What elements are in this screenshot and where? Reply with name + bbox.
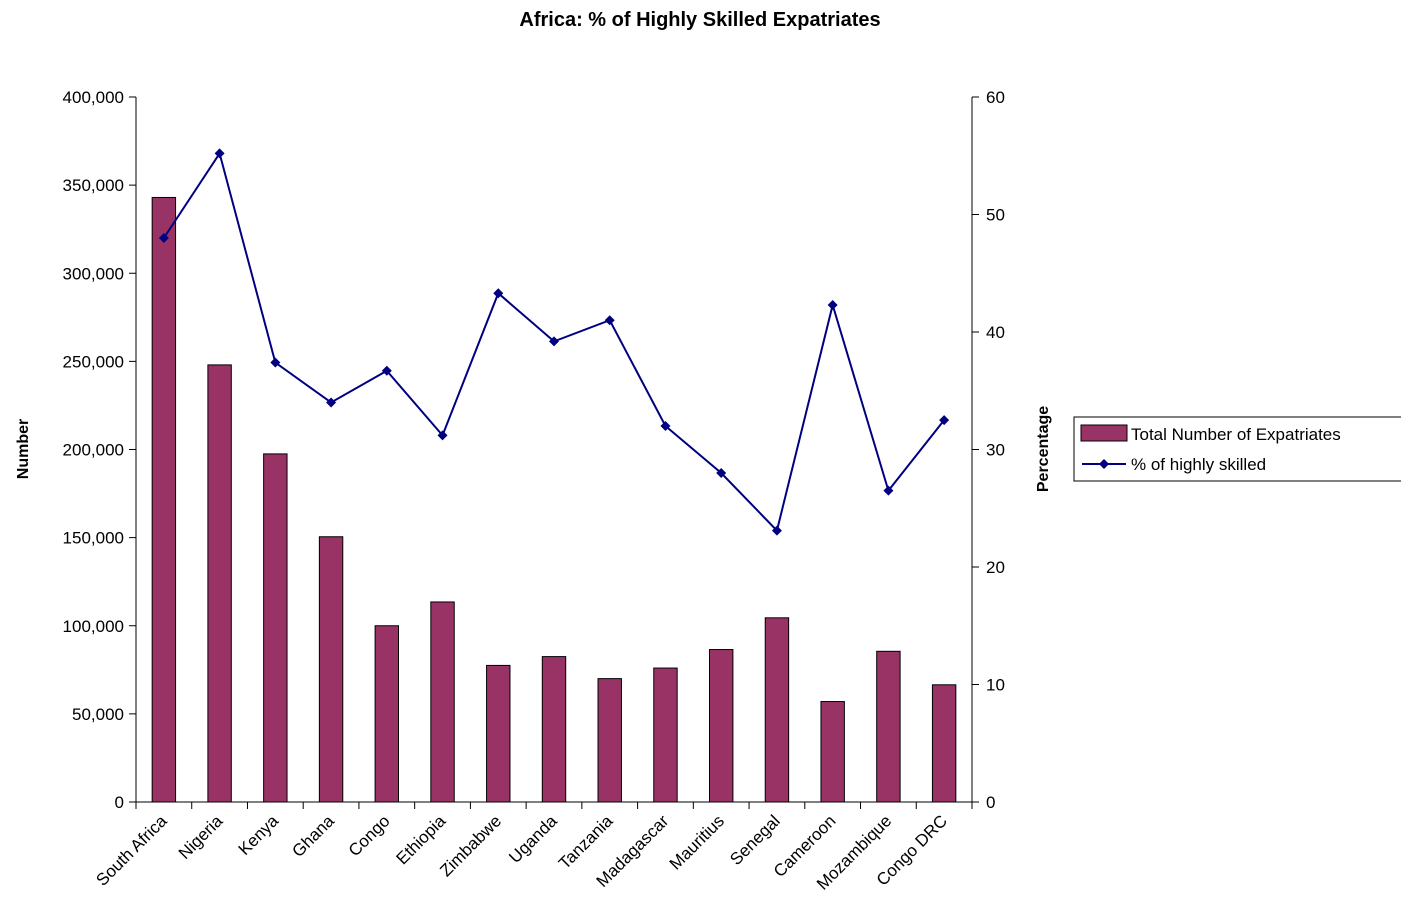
line-point bbox=[381, 365, 392, 376]
line-point bbox=[326, 397, 337, 408]
line-point bbox=[771, 525, 782, 536]
bar bbox=[486, 664, 511, 803]
line-point bbox=[604, 315, 615, 326]
line-point bbox=[939, 415, 950, 426]
bar bbox=[708, 649, 734, 803]
left-tick-label: 350,000 bbox=[63, 176, 124, 195]
x-tick-label: Nigeria bbox=[175, 811, 227, 863]
bar-series bbox=[151, 196, 957, 803]
line-point bbox=[716, 468, 727, 478]
line-point bbox=[660, 421, 671, 431]
legend-swatch-bar bbox=[1080, 424, 1128, 442]
x-tick-label: Kenya bbox=[235, 811, 283, 859]
x-tick-label: Ghana bbox=[288, 811, 338, 861]
legend-label-line: % of highly skilled bbox=[1131, 455, 1266, 474]
bar bbox=[820, 701, 845, 803]
right-tick-label: 40 bbox=[986, 323, 1005, 342]
right-axis: 0 10 20 30 40 50 60 bbox=[971, 88, 1005, 812]
left-tick-label: 300,000 bbox=[63, 264, 124, 283]
x-axis: South Africa Nigeria Kenya Ghana CongoEthiop… bbox=[92, 801, 973, 894]
line-series bbox=[158, 148, 950, 536]
left-tick-label: 250,000 bbox=[63, 352, 124, 371]
bar bbox=[263, 453, 288, 803]
line-point bbox=[883, 485, 894, 496]
bar bbox=[653, 667, 678, 803]
line-point bbox=[214, 148, 225, 159]
line-point bbox=[270, 357, 281, 368]
legend-box bbox=[1073, 416, 1401, 482]
bar bbox=[430, 601, 455, 803]
y2-axis-title: Percentage bbox=[1035, 406, 1052, 492]
legend-label-bar: Total Number of Expatriates bbox=[1131, 425, 1341, 444]
right-tick-label: 60 bbox=[986, 88, 1005, 107]
x-tick-label: Zimbabwe bbox=[436, 811, 505, 880]
x-tick-label: Congo bbox=[345, 811, 394, 860]
chart-title: Africa: % of Highly Skilled Expatriates bbox=[519, 9, 880, 31]
bar bbox=[931, 684, 957, 803]
left-tick-label: 0 bbox=[115, 793, 124, 812]
right-tick-label: 20 bbox=[986, 558, 1005, 577]
bar bbox=[541, 656, 567, 803]
x-tick-label: Mauritius bbox=[666, 811, 728, 873]
left-tick-label: 200,000 bbox=[63, 441, 124, 460]
right-tick-label: 10 bbox=[986, 676, 1005, 695]
right-tick-label: 30 bbox=[986, 441, 1005, 460]
bar bbox=[374, 625, 400, 803]
x-tick-label: Uganda bbox=[505, 811, 561, 867]
right-tick-label: 0 bbox=[986, 793, 995, 812]
line-point bbox=[827, 299, 838, 310]
bar bbox=[318, 536, 344, 803]
left-tick-label: 150,000 bbox=[63, 529, 124, 548]
line-point bbox=[437, 430, 448, 441]
bar bbox=[764, 617, 790, 803]
left-tick-label: 400,000 bbox=[63, 88, 124, 107]
right-tick-label: 50 bbox=[986, 206, 1005, 225]
x-tick-label: Senegal bbox=[726, 811, 784, 869]
bar bbox=[151, 196, 177, 803]
line-point bbox=[549, 336, 559, 347]
x-tick-label: Ethiopia bbox=[392, 811, 449, 868]
y-axis-title: Number bbox=[15, 419, 32, 479]
line-point bbox=[493, 288, 504, 299]
left-tick-label: 50,000 bbox=[72, 705, 124, 724]
left-tick-label: 100,000 bbox=[63, 617, 124, 636]
legend-marker-diamond bbox=[1099, 459, 1109, 469]
bar bbox=[597, 678, 622, 803]
bar bbox=[876, 650, 901, 803]
left-axis: 0 50,000 100,000 150,000 200,000 250,000 300,0… bbox=[63, 88, 137, 812]
bar bbox=[207, 364, 232, 803]
x-tick-label: South Africa bbox=[92, 811, 171, 890]
line-point bbox=[158, 233, 169, 243]
legend: Total Number of Expatriates % of highly … bbox=[1073, 416, 1401, 482]
